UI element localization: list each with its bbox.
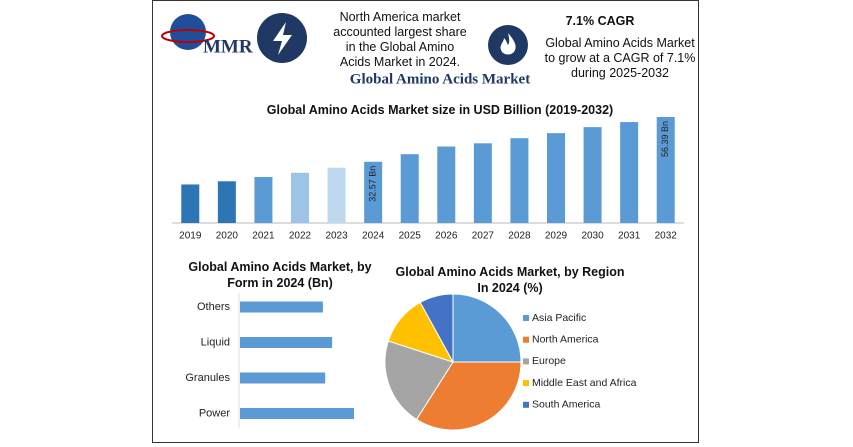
bar: [217, 181, 236, 223]
x-tick-label: 2032: [655, 231, 678, 242]
logo-globe: [170, 14, 206, 50]
x-tick-label: 2028: [508, 231, 531, 242]
legend-label: Asia Pacific: [532, 312, 586, 324]
bar: [473, 143, 492, 223]
bar: [620, 122, 639, 223]
info-left: North America market accounted largest s…: [333, 10, 467, 69]
y-tick-label: Liquid: [201, 336, 230, 348]
x-tick-label: 2020: [216, 231, 239, 242]
logo-orbit: [161, 29, 215, 43]
bar: [437, 146, 456, 223]
bar: [291, 172, 309, 223]
x-tick-label: 2031: [618, 231, 641, 242]
legend-label: North America: [532, 333, 599, 345]
x-tick-label: 2023: [325, 231, 348, 242]
legend-swatch: [523, 401, 529, 408]
x-tick-label: 2029: [545, 231, 568, 242]
bar: [547, 133, 565, 223]
legend-swatch: [523, 336, 529, 343]
chart-title: Global Amino Acids Market, by Region In …: [395, 265, 625, 295]
y-tick-label: Others: [197, 301, 231, 313]
value-label: 32.57 Bn: [368, 166, 378, 202]
x-tick-label: 2027: [472, 231, 495, 242]
main-title: Global Amino Acids Market: [350, 71, 530, 87]
bar: [240, 337, 333, 348]
legend-swatch: [523, 315, 529, 321]
bar: [400, 154, 419, 223]
bar: [181, 184, 200, 223]
legend-label: South America: [532, 399, 600, 411]
x-tick-label: 2026: [435, 231, 458, 242]
bar: [327, 167, 346, 223]
bar: [510, 138, 529, 223]
legend-label: Europe: [532, 355, 566, 367]
x-tick-label: 2025: [399, 231, 422, 242]
x-tick-label: 2024: [362, 231, 385, 242]
bar: [364, 161, 383, 223]
legend-swatch: [523, 358, 529, 365]
bar: [240, 372, 326, 384]
chart-title: Global Amino Acids Market, by Form in 20…: [188, 260, 372, 290]
bar: [656, 117, 675, 223]
bolt: [273, 22, 292, 55]
pie-slice: [419, 293, 454, 363]
x-tick-label: 2019: [179, 231, 202, 242]
x-tick-label: 2030: [581, 231, 604, 242]
logo-text: MMR: [203, 36, 253, 57]
legend-swatch: [523, 380, 529, 387]
legend-label: Middle East and Africa: [532, 377, 637, 389]
chart-title: Global Amino Acids Market size in USD Bi…: [266, 103, 614, 117]
bar: [240, 301, 323, 313]
bar: [240, 408, 354, 419]
value-label: 56.39 Bn: [660, 121, 670, 157]
frame: [152, 0, 699, 443]
pie-slice: [452, 293, 522, 363]
y-tick-label: Power: [199, 407, 231, 419]
y-tick-label: Granules: [185, 372, 230, 384]
bar: [254, 176, 273, 223]
info-right-title: 7.1% CAGR: [565, 14, 635, 28]
x-tick-label: 2021: [252, 231, 275, 242]
x-tick-label: 2022: [289, 231, 312, 242]
bar: [583, 127, 602, 223]
info-right: Global Amino Acids Market to grow at a C…: [544, 36, 696, 80]
pie-slice: [384, 340, 454, 421]
flame: [500, 33, 516, 55]
